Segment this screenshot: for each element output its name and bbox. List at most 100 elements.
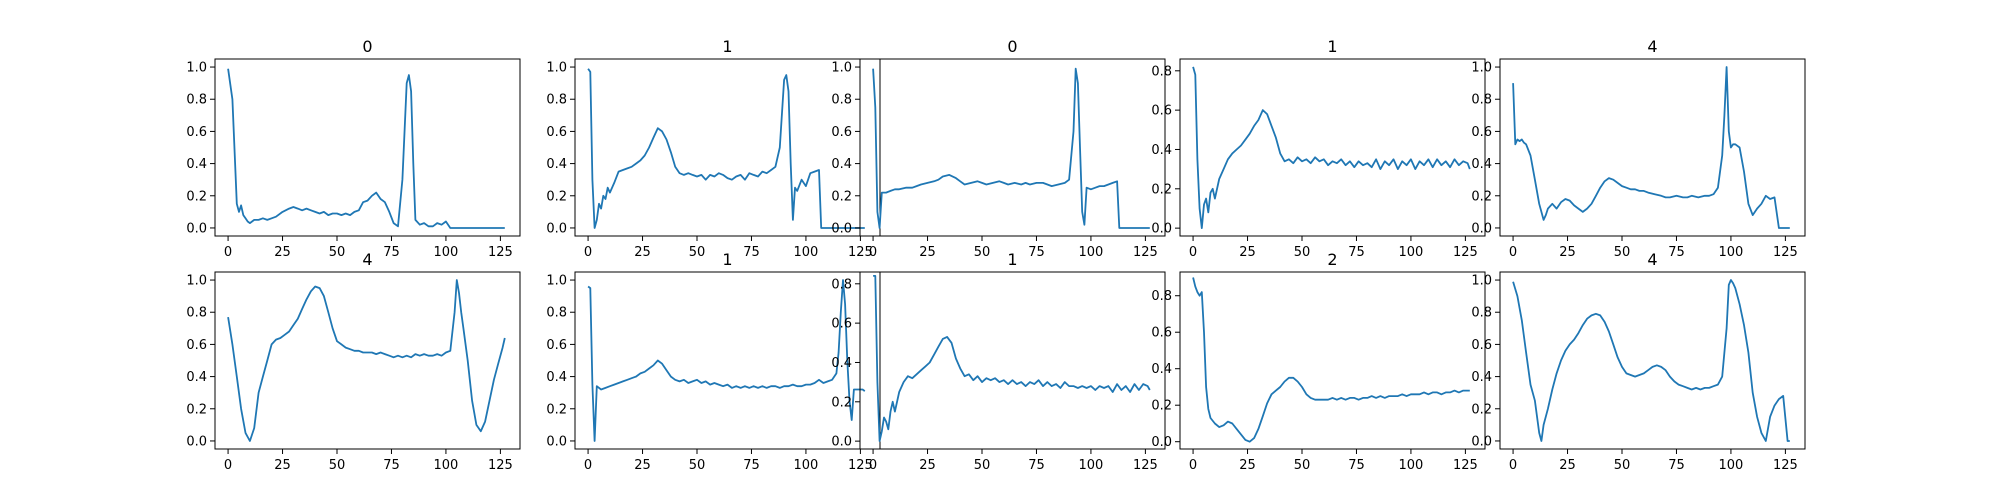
x-tick-label: 100 (1079, 458, 1104, 473)
y-tick-label: 0.4 (1471, 370, 1492, 385)
y-tick-label: 0.8 (1151, 289, 1172, 304)
y-tick-label: 0.8 (186, 93, 207, 108)
axes-frame (574, 271, 881, 450)
x-tick-label: 100 (434, 458, 459, 473)
x-tick-label: 25 (1239, 245, 1256, 260)
y-tick-label: 0.8 (1471, 93, 1492, 108)
subplot-10: 4 0 25 50 75 100 125 0.0 0.2 0.4 0.6 0.8 1.0 (1471, 250, 1806, 473)
subplot-7: 1 0 25 50 75 100 125 0.0 0.2 0.4 0.6 0.8 1.0 (546, 250, 881, 473)
subplot-9: 2 0 25 50 75 100 125 0.0 0.2 0.4 0.6 0.8 (1151, 250, 1486, 473)
y-tick-label: 0.0 (186, 221, 207, 236)
x-tick-label: 25 (634, 245, 651, 260)
x-tick-label: 0 (1509, 458, 1517, 473)
x-tick-label: 75 (743, 245, 760, 260)
x-tick-label: 125 (848, 245, 873, 260)
subplot-title: 4 (362, 250, 372, 269)
y-tick-label: 0.0 (831, 221, 852, 236)
x-tick-label: 50 (974, 458, 991, 473)
subplot-title: 1 (722, 250, 732, 269)
x-tick-label: 100 (1399, 458, 1424, 473)
y-tick-label: 0.8 (186, 306, 207, 321)
y-tick-label: 0.2 (186, 189, 207, 204)
y-tick-label: 0.2 (831, 189, 852, 204)
axes-frame (859, 271, 1166, 450)
y-tick-label: 0.4 (1151, 362, 1172, 377)
y-tick-label: 0.6 (1471, 338, 1492, 353)
y-tick-label: 0.6 (1471, 125, 1492, 140)
x-tick-label: 0 (1509, 245, 1517, 260)
y-tick-label: 0.2 (546, 402, 567, 417)
series-line (227, 68, 505, 229)
subplot-title: 1 (1007, 250, 1017, 269)
axes-frame (1499, 271, 1806, 450)
y-tick-label: 0.0 (1471, 434, 1492, 449)
x-tick-label: 50 (974, 245, 991, 260)
x-tick-label: 75 (1668, 458, 1685, 473)
subplot-3: 0 0 25 50 75 100 125 0.0 0.2 0.4 0.6 0.8 1.0 (831, 37, 1166, 260)
y-tick-label: 0.6 (1151, 326, 1172, 341)
x-tick-label: 25 (1559, 245, 1576, 260)
y-tick-label: 0.4 (831, 157, 852, 172)
x-tick-label: 125 (1133, 458, 1158, 473)
y-tick-label: 0.0 (186, 434, 207, 449)
subplot-title: 0 (1007, 37, 1017, 56)
x-tick-label: 125 (1773, 458, 1798, 473)
y-tick-label: 0.0 (1151, 435, 1172, 450)
x-tick-label: 50 (329, 458, 346, 473)
subplot-5: 4 0 25 50 75 100 125 0.0 0.2 0.4 0.6 0.8 1.0 (1471, 37, 1806, 260)
y-tick-label: 1.0 (186, 274, 207, 289)
x-tick-label: 75 (1028, 245, 1045, 260)
series-line (1512, 66, 1790, 229)
y-tick-label: 0.4 (831, 356, 852, 371)
x-tick-label: 25 (1239, 458, 1256, 473)
y-tick-label: 0.2 (546, 189, 567, 204)
x-tick-label: 50 (329, 245, 346, 260)
y-tick-label: 0.2 (186, 402, 207, 417)
y-tick-label: 1.0 (831, 61, 852, 76)
x-tick-label: 75 (1028, 458, 1045, 473)
subplot-title: 0 (362, 37, 372, 56)
subplot-title: 2 (1327, 250, 1337, 269)
subplot-6: 4 0 25 50 75 100 125 0.0 0.2 0.4 0.6 0.8 1.0 (186, 250, 521, 473)
x-tick-label: 0 (869, 245, 877, 260)
y-tick-label: 0.2 (1471, 189, 1492, 204)
y-tick-label: 0.4 (1471, 157, 1492, 172)
subplot-4: 1 0 25 50 75 100 125 0.0 0.2 0.4 0.6 0.8 (1151, 37, 1486, 260)
x-tick-label: 0 (224, 458, 232, 473)
x-tick-label: 25 (1559, 458, 1576, 473)
x-tick-label: 125 (1133, 245, 1158, 260)
y-tick-label: 0.8 (546, 306, 567, 321)
series-line (1512, 279, 1790, 442)
y-tick-label: 1.0 (186, 61, 207, 76)
x-tick-label: 0 (1189, 245, 1197, 260)
x-tick-label: 100 (794, 245, 819, 260)
subplot-8: 1 0 25 50 75 100 125 0.0 0.2 0.4 0.6 0.8 (831, 250, 1166, 473)
y-tick-label: 0.6 (831, 125, 852, 140)
series-line (873, 274, 1151, 443)
x-tick-label: 100 (1719, 245, 1744, 260)
y-tick-label: 0.2 (1151, 182, 1172, 197)
x-tick-label: 100 (1399, 245, 1424, 260)
x-tick-label: 125 (1453, 245, 1478, 260)
y-tick-label: 0.6 (186, 338, 207, 353)
axes-frame (1179, 58, 1486, 237)
y-tick-label: 0.8 (1151, 64, 1172, 79)
y-tick-label: 1.0 (1471, 274, 1492, 289)
x-tick-label: 75 (383, 458, 400, 473)
axes-frame (1179, 271, 1486, 450)
y-tick-label: 1.0 (546, 61, 567, 76)
x-tick-label: 0 (584, 245, 592, 260)
x-tick-label: 75 (1348, 245, 1365, 260)
x-tick-label: 75 (1348, 458, 1365, 473)
x-tick-label: 125 (1773, 245, 1798, 260)
y-tick-label: 0.0 (546, 221, 567, 236)
subplot-2: 1 0 25 50 75 100 125 0.0 0.2 0.4 0.6 0.8 1.0 (546, 37, 881, 260)
series-line (1192, 66, 1471, 230)
y-tick-label: 0.4 (546, 370, 567, 385)
series-line (872, 67, 1150, 229)
y-tick-label: 0.2 (831, 395, 852, 410)
subplot-title: 1 (722, 37, 732, 56)
x-tick-label: 50 (689, 458, 706, 473)
x-tick-label: 75 (383, 245, 400, 260)
